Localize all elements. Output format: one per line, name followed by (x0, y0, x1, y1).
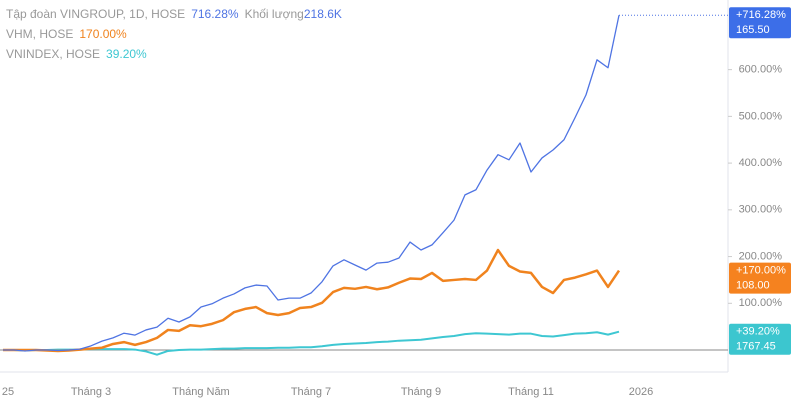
price-badge-text: +170.00% (736, 264, 786, 276)
legend-extra-value: 218.6K (304, 7, 342, 21)
legend-name: Tập đoàn VINGROUP, 1D, HOSE (6, 7, 185, 21)
price-badge-text: 1767.45 (736, 341, 776, 353)
x-tick-label: Tháng 11 (508, 386, 554, 398)
y-tick-label: 100.00% (739, 297, 783, 309)
price-badge (729, 262, 791, 294)
price-badge-text: +716.28% (736, 9, 786, 21)
y-tick-label: 400.00% (739, 157, 783, 169)
legend-entry: Tập đoàn VINGROUP, 1D, HOSE 716.28% Khối l… (6, 7, 342, 21)
legend-entry: VNINDEX, HOSE 39.20% (6, 47, 147, 61)
legend-extra-name: Khối lượng (245, 7, 304, 21)
x-tick-label: Tháng 3 (71, 386, 111, 398)
price-badge (729, 7, 791, 39)
x-tick-label: Tháng 7 (291, 386, 331, 398)
legend-value: 170.00% (79, 27, 127, 41)
x-tick-label: Tháng 9 (401, 386, 441, 398)
x-tick-label: 25 (2, 386, 14, 398)
y-tick-label: 600.00% (739, 64, 783, 76)
series-line (3, 15, 620, 352)
price-badge-text: 108.00 (736, 279, 770, 291)
legend-name: VNINDEX, HOSE (6, 47, 100, 61)
series-line (3, 248, 621, 353)
x-tick-label: 2026 (629, 386, 653, 398)
series-line (3, 330, 620, 356)
price-badge-text: 165.50 (736, 24, 770, 36)
y-tick-label: 300.00% (739, 204, 783, 216)
legend-value: 716.28% (191, 7, 239, 21)
legend-name: VHM, HOSE (6, 27, 73, 41)
legend-entry: VHM, HOSE 170.00% (6, 27, 127, 41)
y-tick-label: 500.00% (739, 110, 783, 122)
price-badge-text: +39.20% (736, 326, 780, 338)
price-badge (729, 323, 791, 355)
legend-value: 39.20% (106, 47, 147, 61)
y-tick-label: 200.00% (739, 250, 783, 262)
x-tick-label: Tháng Năm (172, 386, 229, 398)
